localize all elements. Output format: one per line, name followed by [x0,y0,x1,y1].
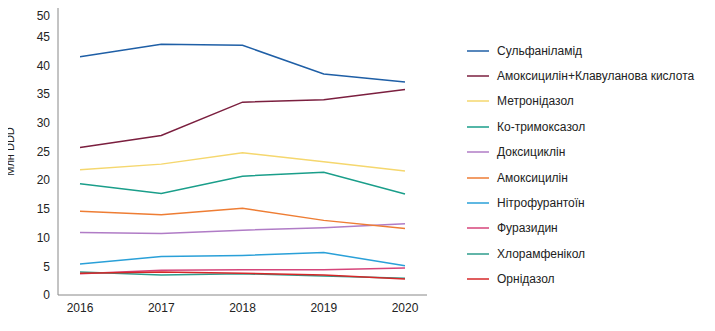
svg-text:2016: 2016 [67,301,94,315]
html-text:Ко-тримоксазол: Ко-тримоксазол [497,119,586,134]
html-text:Сульфаніламід: Сульфаніламід [497,43,583,58]
html-text:Фуразидин: Фуразидин [497,221,558,236]
svg-text:2019: 2019 [310,301,337,315]
svg-text:2020: 2020 [392,301,419,315]
svg-text:15: 15 [37,202,51,216]
svg-text:2018: 2018 [229,301,256,315]
svg-text:50: 50 [37,9,51,23]
html-text:Хлорамфенікол: Хлорамфенікол [497,246,586,261]
html-text:Амоксицилін+Клавуланова кислот: Амоксицилін+Клавуланова кислота [497,69,695,84]
svg-text:45: 45 [37,30,51,44]
html-text:Орнідазол: Орнідазол [497,272,555,287]
svg-text:35: 35 [37,87,51,101]
svg-text:2017: 2017 [148,301,175,315]
svg-text:Млн DDD: Млн DDD [8,127,16,176]
svg-text:10: 10 [37,231,51,245]
html-text:Амоксицилін: Амоксицилін [497,170,568,185]
html-text:Нітрофурантоїн: Нітрофурантоїн [497,196,585,210]
svg-text:0: 0 [43,288,50,302]
svg-text:30: 30 [37,116,51,130]
svg-text:40: 40 [37,59,51,73]
html-text:Доксициклін: Доксициклін [497,145,566,160]
svg-text:25: 25 [37,145,51,159]
svg-text:5: 5 [43,260,50,274]
svg-text:20: 20 [37,173,51,187]
html-text:Метронідазол: Метронідазол [497,94,574,109]
